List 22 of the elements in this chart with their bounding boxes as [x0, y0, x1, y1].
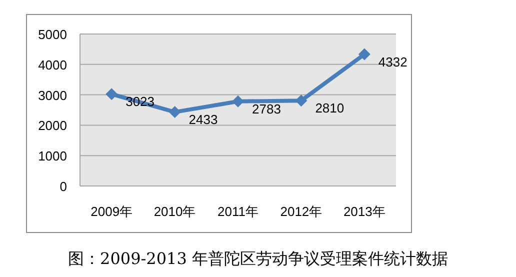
- data-label: 2810: [315, 100, 344, 116]
- data-label: 4332: [378, 54, 408, 70]
- x-tick-label: 2010年: [154, 204, 196, 219]
- x-tick-label: 2009年: [90, 204, 133, 219]
- data-label: 2433: [188, 112, 218, 128]
- text: 图：2009-2013 年普陀区劳动争议受理案件统计数据: [68, 249, 448, 268]
- x-tick-label: 2013年: [343, 204, 386, 219]
- data-label: 2783: [252, 101, 281, 116]
- y-tick-label: 2000: [38, 118, 67, 134]
- point: [168, 106, 181, 118]
- y-tick-label: 4000: [38, 57, 67, 72]
- x-tick-label: 2012年: [280, 204, 322, 219]
- point: [295, 94, 308, 107]
- y-tick-label: 3000: [38, 88, 67, 103]
- x-tick-label: 2011年: [218, 204, 258, 219]
- data-label: 3023: [126, 94, 155, 110]
- y-tick-label: 1000: [38, 148, 67, 164]
- point: [232, 95, 244, 108]
- point: [358, 48, 370, 60]
- y-tick-label: 0: [60, 179, 67, 194]
- y-tick-label: 5000: [38, 27, 67, 42]
- point: [106, 88, 118, 100]
